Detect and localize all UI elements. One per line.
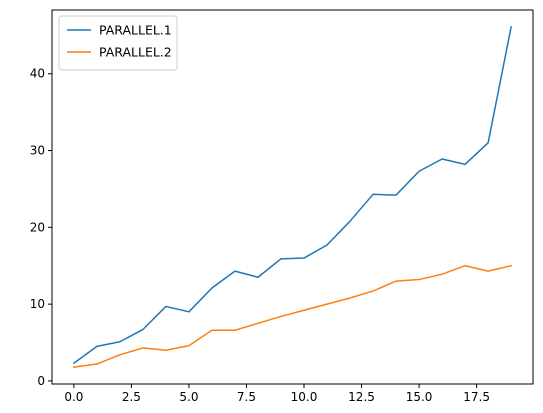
y-tick-label: 20 — [30, 220, 45, 234]
plot-frame — [51, 9, 534, 385]
x-axis: 0.0 2.5 5.0 7.5 10.0 12.5 15.0 17.5 — [64, 384, 490, 404]
y-tick-label: 30 — [30, 144, 45, 158]
series-line-2 — [73, 264, 513, 368]
y-axis: 0 10 20 30 40 — [30, 67, 52, 388]
y-tick-label: 0 — [37, 374, 45, 388]
x-tick-label: 10.0 — [291, 390, 318, 404]
legend-label-1: PARALLEL.1 — [99, 23, 172, 38]
series-layer — [72, 26, 513, 368]
x-tick-label: 5.0 — [179, 390, 198, 404]
x-tick-label: 7.5 — [237, 390, 256, 404]
x-tick-label: 2.5 — [122, 390, 141, 404]
series-line-1 — [72, 26, 513, 365]
legend: PARALLEL.1 PARALLEL.2 — [58, 15, 178, 71]
x-tick-label: 12.5 — [348, 390, 375, 404]
x-tick-label: 17.5 — [463, 390, 490, 404]
x-tick-label: 0.0 — [64, 390, 83, 404]
y-tick-label: 40 — [30, 67, 45, 81]
y-tick-label: 10 — [30, 297, 45, 311]
x-tick-label: 15.0 — [406, 390, 433, 404]
legend-label-2: PARALLEL.2 — [99, 45, 172, 60]
